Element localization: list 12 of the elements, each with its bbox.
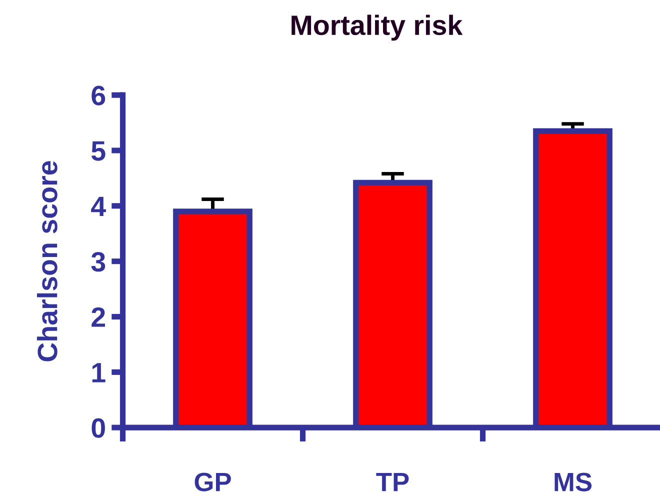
x-tick-label: MS [554,472,592,492]
y-axis-title: Charlson score [36,161,58,362]
y-tick-label: 0 [92,418,105,438]
y-tick-label: 1 [92,363,106,382]
y-tick-label: 4 [91,196,106,216]
y-tick-label: 2 [92,307,105,327]
y-tick-label: 3 [91,252,106,272]
chart-title: Mortality risk [292,14,463,41]
y-tick-label: 5 [92,141,106,161]
x-tick-label: GP [194,472,231,492]
y-tick-label: 6 [92,86,106,106]
x-tick-label: TP [376,472,409,492]
